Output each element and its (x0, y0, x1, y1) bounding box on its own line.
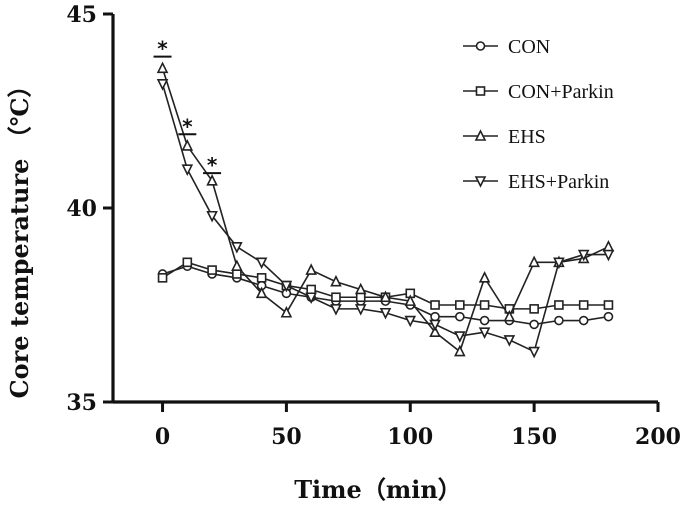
x-axis-title: Time（min） (294, 475, 462, 504)
data-point (330, 304, 342, 316)
data-point (554, 315, 564, 326)
tick-marks (103, 12, 660, 412)
data-point (553, 257, 565, 270)
data-point (454, 344, 466, 357)
data-point (479, 300, 490, 310)
data-point (181, 139, 194, 151)
data-point (479, 315, 490, 326)
data-point (478, 327, 491, 339)
y-tick-label: 45 (66, 2, 97, 28)
legend-marker (474, 176, 487, 188)
significance-annotations: * * * (153, 37, 222, 177)
y-axis-title: Core temperature （℃） (5, 74, 34, 399)
legend-marker (474, 129, 487, 141)
data-point (232, 269, 242, 279)
data-point (256, 273, 267, 283)
data-point (305, 263, 317, 275)
data-point (231, 242, 243, 254)
legend-item: CON+Parkin (463, 81, 614, 103)
x-tick-label: 150 (511, 424, 557, 450)
data-point (577, 249, 590, 262)
significance-star: * (157, 37, 168, 61)
x-tick-label: 200 (635, 424, 681, 450)
data-point (404, 315, 417, 328)
data-point (255, 286, 268, 299)
series-layer (156, 61, 615, 359)
data-point (455, 300, 465, 310)
data-point (528, 346, 540, 359)
data-point (478, 271, 491, 283)
data-point (331, 292, 341, 303)
legend-item: CON (463, 36, 550, 58)
legend-item: EHS+Parkin (463, 171, 609, 193)
legend-marker (475, 86, 486, 96)
data-point (181, 164, 194, 176)
data-point (255, 257, 268, 270)
axes (111, 14, 658, 404)
data-point (354, 282, 367, 295)
data-point (404, 294, 417, 306)
data-point (603, 300, 614, 310)
y-tick-label: 40 (66, 196, 97, 222)
data-point (503, 309, 516, 322)
tick-labels: 0 50 100 150 200 35 40 45 (66, 2, 681, 450)
data-point (379, 290, 392, 303)
data-point (206, 174, 218, 186)
data-point (578, 300, 589, 310)
data-point (207, 265, 217, 275)
data-point (578, 315, 589, 326)
data-point (231, 259, 243, 272)
significance-star: * (207, 153, 218, 177)
data-point (157, 273, 168, 283)
legend-item: EHS (463, 126, 546, 148)
y-tick-label: 35 (66, 390, 97, 416)
legend-label: EHS (508, 126, 546, 148)
legend-marker (475, 41, 486, 51)
data-point (602, 249, 615, 262)
data-point (354, 304, 367, 316)
data-point (305, 292, 317, 305)
legend-label: CON+Parkin (508, 81, 614, 103)
legend-label: CON (508, 36, 550, 58)
significance-star: * (182, 114, 193, 138)
data-point (330, 274, 342, 287)
data-point (554, 300, 564, 310)
legend-label: EHS+Parkin (508, 171, 609, 193)
data-point (529, 319, 539, 330)
data-point (430, 300, 440, 310)
data-point (529, 304, 539, 314)
data-point (355, 292, 366, 303)
x-tick-label: 0 (155, 424, 170, 450)
data-point (429, 319, 441, 332)
data-point (280, 305, 293, 318)
data-point (182, 257, 193, 268)
data-point (156, 61, 169, 74)
data-point (603, 311, 614, 322)
data-point (156, 79, 169, 91)
x-tick-label: 50 (271, 424, 302, 450)
data-point (455, 311, 465, 322)
series-ehs (156, 61, 615, 357)
series-con-parkin (157, 257, 614, 314)
data-point (503, 335, 516, 347)
x-tick-label: 100 (387, 424, 433, 450)
data-point (528, 255, 540, 268)
data-point (454, 331, 466, 343)
legend: CON CON+Parkin EHS EHS+Parkin (463, 36, 614, 193)
data-point (602, 240, 615, 252)
data-point (206, 210, 218, 223)
series-ehs-parkin (156, 79, 615, 359)
data-point (430, 311, 440, 322)
data-point (379, 307, 392, 320)
data-point (280, 280, 293, 293)
data-point (306, 284, 316, 295)
data-point (429, 325, 441, 337)
